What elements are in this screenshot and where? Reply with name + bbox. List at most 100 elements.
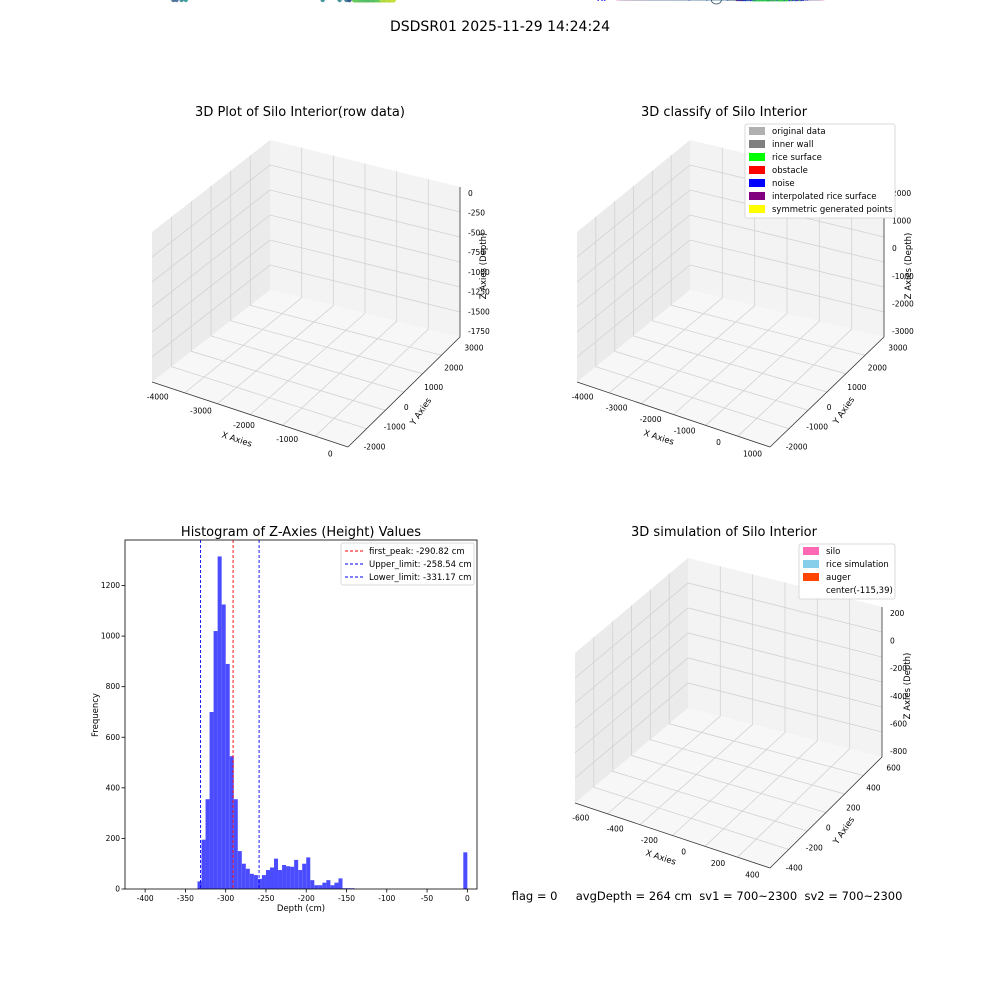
simulation-y-tick: -400: [786, 864, 803, 873]
histogram-bar: [217, 556, 222, 889]
histogram-bar: [253, 875, 258, 889]
raw-data-point: [174, 0, 179, 3]
classify-legend-label: symmetric generated points: [772, 205, 893, 215]
classify-z-tick: -1000: [892, 272, 914, 281]
simulation-z-tick: 0: [890, 637, 895, 646]
raw-x-tick: -1000: [276, 435, 298, 444]
classify-legend-label: obstacle: [772, 166, 808, 176]
simulation-plot-title: 3D simulation of Silo Interior: [631, 525, 818, 540]
classify-legend-swatch: [749, 140, 765, 148]
classify-rice-point: [773, 0, 777, 2]
histogram-x-tick: -400: [137, 894, 154, 903]
raw-plot-y-label: Y Axies: [408, 396, 434, 428]
histogram-x-tick: -200: [298, 894, 315, 903]
histogram-bar: [326, 880, 331, 889]
simulation-plot-z-label: Z Axies (Depth): [903, 653, 913, 720]
classify-plot-x-label: X Axies: [642, 428, 675, 447]
simulation-y-tick: 600: [886, 764, 901, 773]
classify-legend-label: interpolated rice surface: [772, 192, 877, 202]
classify-x-tick: -4000: [572, 392, 594, 401]
simulation-legend-label: silo: [826, 547, 840, 557]
figure-title: DSDSR01 2025-11-29 14:24:24: [390, 19, 610, 35]
histogram-bar: [294, 859, 299, 889]
raw-pane-bottom: [152, 290, 460, 447]
histogram-bar: [237, 851, 242, 889]
raw-z-tick: -750: [468, 248, 485, 257]
histogram-bar: [334, 882, 339, 889]
raw-z-tick: -1250: [468, 288, 490, 297]
simulation-legend-swatch: [803, 560, 819, 568]
histogram-y-tick: 600: [106, 733, 121, 742]
histogram-bar: [201, 839, 206, 889]
raw-x-tick: -3000: [190, 407, 212, 416]
histogram-bar: [229, 756, 234, 889]
raw-data-point: [320, 0, 325, 3]
classify-legend-swatch: [749, 166, 765, 174]
raw-data-3d-plot: 3D Plot of Silo Interior(row data) -4000…: [147, 0, 490, 458]
raw-plot-title: 3D Plot of Silo Interior(row data): [195, 105, 405, 120]
histogram-bar: [269, 867, 275, 889]
histogram-x-tick: -250: [257, 894, 274, 903]
classify-legend-swatch: [749, 153, 765, 161]
histogram-x-tick: -50: [421, 894, 433, 903]
raw-y-tick: -1000: [384, 423, 406, 432]
classify-rice-point: [778, 0, 782, 2]
classify-legend-swatch: [749, 179, 765, 187]
simulation-plot-axes: -600 -400 -200 0 200 400 -400 -200 0 200 400 600 200…: [572, 558, 907, 880]
simulation-3d-plot: 3D simulation of Silo Interior -600 -400 -…: [572, 0, 913, 880]
simulation-x-tick: -200: [641, 836, 658, 845]
auger-marker: [710, 0, 722, 5]
histogram-bar: [205, 799, 210, 889]
histogram-bar: [330, 885, 335, 889]
classify-legend-label: inner wall: [772, 140, 813, 150]
simulation-z-tick: 200: [890, 609, 905, 618]
histogram-bar: [249, 873, 254, 889]
histogram-bar: [318, 885, 323, 889]
simulation-legend-label: auger: [826, 573, 851, 583]
simulation-plot-y-label: Y Axies: [831, 815, 857, 847]
histogram-bar: [245, 868, 250, 889]
raw-plot-points: [171, 0, 396, 3]
histogram-bar: [233, 799, 238, 889]
histogram-x-tick: -100: [378, 894, 395, 903]
classify-y-tick: 2000: [868, 363, 887, 372]
histogram-bar: [278, 870, 283, 889]
simulation-y-tick: 200: [846, 804, 861, 813]
histogram-bar: [209, 711, 214, 889]
raw-plot-z-label: Z Axies (Depth): [479, 233, 489, 300]
histogram-y-tick: 800: [106, 682, 121, 691]
classify-noise-point: [597, 0, 600, 1]
histogram-x-tick: -350: [177, 894, 194, 903]
simulation-legend-swatch: [803, 573, 819, 581]
classify-rice-point: [759, 0, 762, 2]
histogram-y-tick: 400: [106, 783, 121, 792]
classify-legend-label: rice surface: [772, 153, 822, 163]
classify-legend: original data inner wall rice surface obsta…: [744, 123, 896, 219]
simulation-x-tick: 0: [681, 848, 686, 857]
simulation-legend-label: center(-115,39): [826, 586, 893, 596]
simulation-x-tick: -400: [607, 825, 624, 834]
simulation-plot-x-label: X Axies: [644, 848, 677, 867]
histogram-bar: [463, 852, 468, 889]
simulation-rice-surface: [617, 0, 824, 5]
histogram-y-label: Frequency: [91, 693, 101, 737]
simulation-x-tick: -600: [572, 813, 589, 822]
histogram-bar: [197, 881, 202, 889]
classify-y-tick: 3000: [888, 344, 907, 353]
histogram-legend-label: Upper_limit: -258.54 cm: [369, 560, 472, 570]
classify-surface-point: [801, 0, 805, 2]
histogram-legend-frame: [340, 542, 475, 586]
raw-z-tick: 0: [468, 189, 473, 198]
simulation-z-tick: -600: [890, 719, 907, 728]
classify-y-tick: -2000: [786, 443, 808, 452]
classify-rice-point: [756, 0, 759, 2]
histogram-y-tick: 200: [106, 834, 121, 843]
raw-plot-x-label: X Axies: [220, 430, 253, 449]
histogram-y-tick: 1000: [101, 632, 120, 641]
histogram-bar: [241, 863, 246, 889]
simulation-x-axis-line: [574, 802, 771, 869]
histogram-y-tick: 1200: [101, 581, 120, 590]
raw-grid-x: [315, 179, 429, 437]
classify-legend-frame: [744, 123, 896, 219]
raw-y-tick: 1000: [424, 383, 443, 392]
